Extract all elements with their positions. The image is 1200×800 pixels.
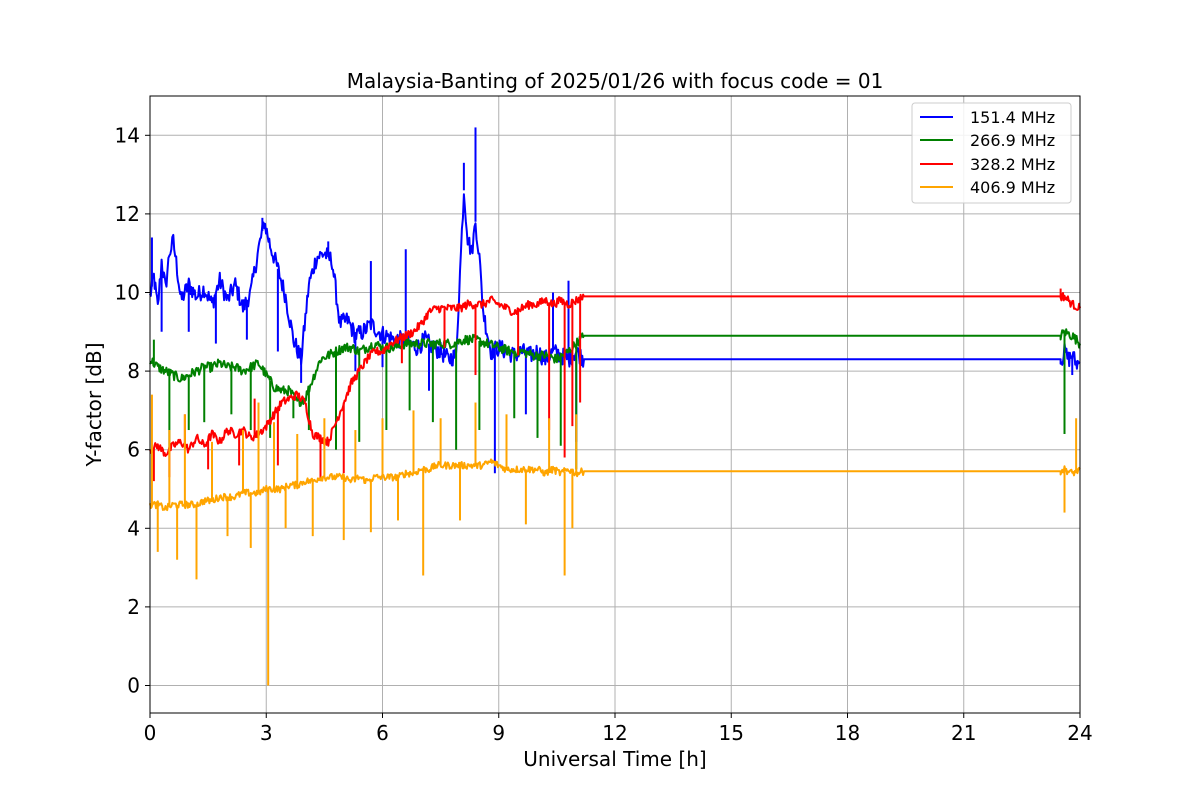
chart-title: Malaysia-Banting of 2025/01/26 with focu… [347,69,884,93]
x-tick-label: 6 [376,721,389,745]
y-tick-label: 6 [127,438,140,462]
x-tick-label: 15 [719,721,744,745]
x-axis-label: Universal Time [h] [523,747,706,771]
legend-box [911,102,1072,204]
x-tick-label: 18 [835,721,860,745]
x-tick-label: 24 [1067,721,1092,745]
legend-label: 328.2 MHz [970,155,1055,174]
y-axis-label: Y-factor [dB] [82,342,106,467]
x-tick-label: 3 [260,721,273,745]
legend-label: 406.9 MHz [970,178,1055,197]
x-tick-label: 12 [602,721,627,745]
x-tick-label: 9 [492,721,505,745]
series-line [149,292,1081,457]
legend: 151.4 MHz 266.9 MHz 328.2 MHz 406.9 MHz [911,102,1072,204]
y-tick-label: 0 [127,673,140,697]
series-line [149,193,1081,370]
y-tick-label: 2 [127,595,140,619]
y-tick-label: 10 [115,280,140,304]
y-tick-label: 4 [127,516,140,540]
series-line [149,328,1081,407]
y-tick-label: 14 [115,123,140,147]
legend-label: 266.9 MHz [970,131,1055,150]
x-tick-label: 0 [144,721,157,745]
legend-label: 151.4 MHz [970,108,1055,127]
series-line [149,458,1081,512]
y-tick-label: 12 [115,202,140,226]
x-tick-label: 21 [951,721,976,745]
series-layer [149,127,1081,686]
y-tick-label: 8 [127,359,140,383]
